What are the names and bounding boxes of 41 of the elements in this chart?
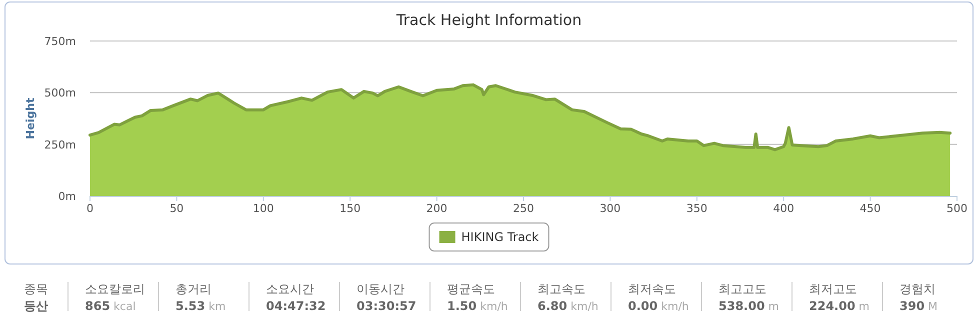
text: 1.50 km/h: [447, 299, 508, 313]
x-tick-label: 300: [600, 202, 621, 215]
text: 등산: [24, 299, 48, 313]
legend-label: HIKING Track: [461, 230, 539, 244]
text: 04:47:32: [266, 299, 326, 313]
x-tick-label: 450: [860, 202, 881, 215]
x-tick-label: 200: [426, 202, 448, 215]
text: 390 M: [900, 299, 938, 313]
category-label: 최고고도: [718, 282, 766, 296]
text: 5.53 km: [176, 299, 226, 313]
x-tick-label: 50: [170, 202, 184, 215]
x-tick-label: 0: [86, 202, 94, 215]
y-tick-label: 750m: [44, 35, 76, 48]
x-tick-label: 150: [340, 202, 361, 215]
category-label: 경험치: [900, 282, 936, 296]
category-label: 종목: [24, 282, 48, 296]
legend: HIKING Track: [428, 222, 550, 252]
y-tick-label: 0m: [58, 190, 76, 203]
x-tick-label: 400: [773, 202, 794, 215]
x-tick-label: 500: [946, 202, 968, 215]
text: 224.00 m: [809, 299, 870, 313]
y-tick-label: 250m: [44, 138, 76, 152]
y-tick-label: 500m: [44, 86, 76, 100]
x-tick-label: 350: [686, 202, 708, 215]
x-tick-label: 100: [252, 202, 274, 215]
chart-title: Track Height Information: [395, 11, 582, 29]
text: 538.00 m: [718, 299, 780, 313]
text: 6.80 km/h: [538, 299, 598, 313]
category-label: 최저속도: [628, 282, 676, 296]
category-label: 총거리: [176, 282, 212, 296]
category-label: 소요칼로리: [85, 282, 145, 296]
category-label: 최저고도: [809, 282, 857, 296]
category-label: 평균속도: [447, 282, 495, 296]
category-label: 소요시간: [266, 282, 314, 296]
x-tick-label: 250: [513, 202, 534, 215]
text: 0.00 km/h: [628, 299, 689, 313]
text: 865 kcal: [85, 299, 136, 313]
y-axis-title: Height: [24, 98, 37, 140]
text: 03:30:57: [356, 299, 416, 313]
category-label: 최고속도: [538, 282, 586, 296]
category-label: 이동시간: [356, 282, 404, 296]
